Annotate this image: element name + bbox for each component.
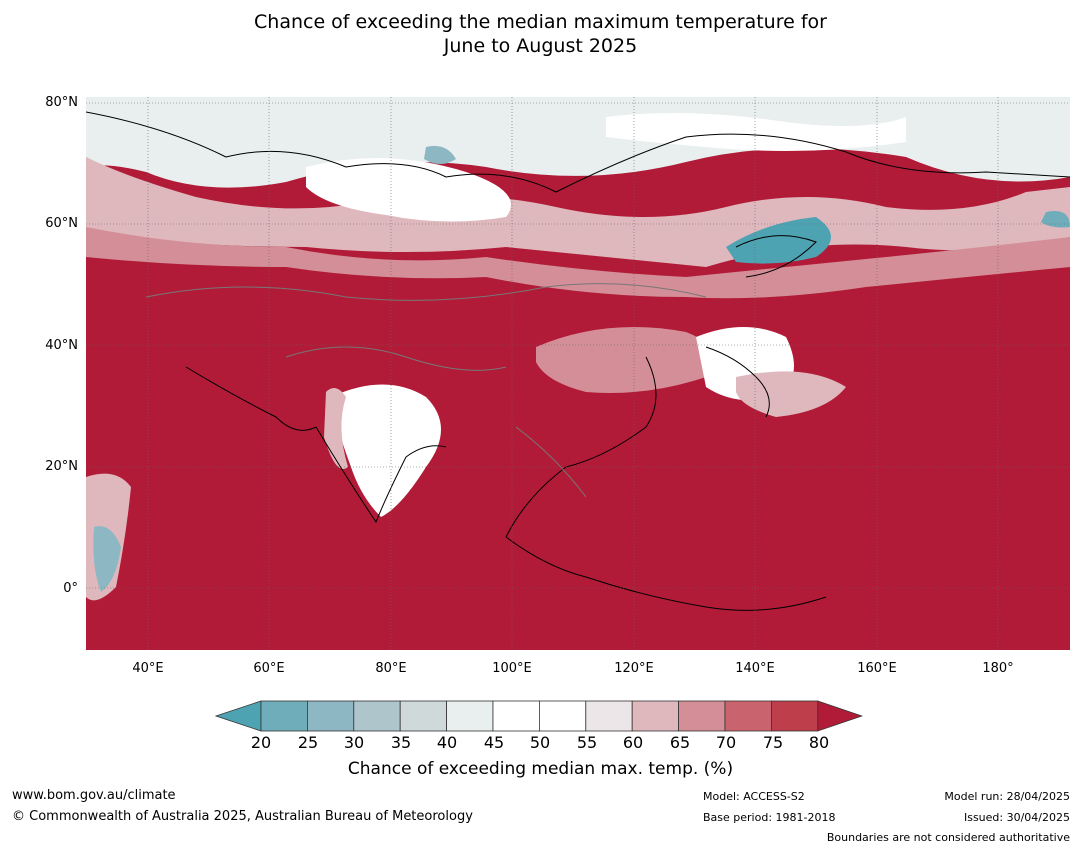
colorbar-cell: [353, 700, 401, 732]
chart-title-line-2: June to August 2025: [443, 35, 638, 57]
colorbar-extend-low: [215, 700, 262, 732]
colorbar-extend-high: [817, 700, 864, 732]
gridlines: [86, 97, 1070, 650]
colorbar-tick: 65: [669, 733, 691, 752]
footer-model: Model: ACCESS-S2: [703, 790, 805, 803]
colorbar-cell: [678, 700, 726, 732]
lon-label-80e: 80°E: [375, 661, 407, 676]
east-asia-pink-patch: [536, 327, 713, 393]
lat-label-20n: 20°N: [45, 459, 78, 474]
colorbar-cell: [399, 700, 447, 732]
colorbar-tick: 35: [390, 733, 412, 752]
colorbar-cell: [260, 700, 308, 732]
colorbar-cell: [771, 700, 819, 732]
coastlines: [86, 111, 1070, 611]
colorbar-tick: 55: [576, 733, 598, 752]
colorbar-cell: [538, 700, 587, 732]
lon-label-40e: 40°E: [132, 661, 164, 676]
colorbar-cell: [492, 700, 540, 732]
colorbar-tick: 20: [250, 733, 272, 752]
lon-label-120e: 120°E: [614, 661, 654, 676]
footer-issued: Issued: 30/04/2025: [963, 811, 1070, 824]
colorbar-tick: 70: [715, 733, 737, 752]
footer-disclaimer: Boundaries are not considered authoritat…: [826, 831, 1070, 844]
colorbar-cell: [307, 700, 355, 732]
footer-url[interactable]: www.bom.gov.au/climate: [12, 788, 176, 803]
colorbar-tick: 80: [808, 733, 830, 752]
footer-copyright: © Commonwealth of Australia 2025, Austra…: [12, 809, 473, 824]
colorbar: [215, 700, 864, 732]
northern-white-patch: [306, 158, 511, 222]
lon-label-140e: 140°E: [735, 661, 775, 676]
india-near-median-patch: [331, 384, 441, 517]
pacific-pink-patch: [736, 371, 846, 417]
probability-map: [86, 97, 1070, 650]
colorbar-cells: [215, 700, 864, 732]
lat-label-60n: 60°N: [45, 216, 78, 231]
colorbar-cell: [724, 700, 772, 732]
arctic-pink-band-2: [86, 227, 1070, 299]
colorbar-cell: [585, 700, 633, 732]
colorbar-tick: 40: [436, 733, 458, 752]
lat-label-40n: 40°N: [45, 338, 78, 353]
india-edge-pink: [324, 388, 348, 469]
lon-label-160e: 160°E: [857, 661, 897, 676]
lon-label-100e: 100°E: [492, 661, 532, 676]
lat-label-80n: 80°N: [45, 95, 78, 110]
colorbar-tick: 60: [622, 733, 644, 752]
lat-label-0: 0°: [63, 581, 78, 596]
lon-label-180: 180°: [982, 661, 1014, 676]
footer-base-period: Base period: 1981-2018: [703, 811, 836, 824]
colorbar-tick: 30: [343, 733, 365, 752]
colorbar-cell: [631, 700, 680, 732]
colorbar-tick: 50: [529, 733, 551, 752]
chart-title-line-1: Chance of exceeding the median maximum t…: [254, 11, 827, 33]
east-africa-blue-patch: [93, 526, 121, 592]
northern-white-patch-east: [606, 113, 906, 151]
colorbar-tick: 75: [762, 733, 784, 752]
footer-model-run: Model run: 28/04/2025: [944, 790, 1070, 803]
colorbar-tick: 45: [483, 733, 505, 752]
far-east-blue-patch-2: [1041, 211, 1070, 228]
northern-blue-patch: [424, 145, 456, 164]
country-borders: [145, 283, 707, 498]
arctic-low-probability-band: [86, 97, 1070, 188]
colorbar-cell: [446, 700, 494, 732]
colorbar-label: Chance of exceeding median max. temp. (%…: [347, 759, 734, 779]
colorbar-tick: 25: [297, 733, 319, 752]
map-svg: [86, 97, 1070, 650]
lon-label-60e: 60°E: [253, 661, 285, 676]
